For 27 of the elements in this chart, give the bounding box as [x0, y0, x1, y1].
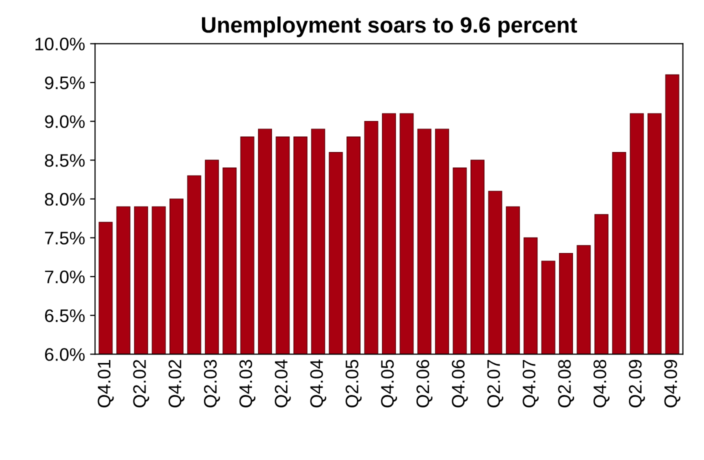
- y-tick-label: 7.0%: [45, 270, 85, 284]
- y-tick-label: 8.5%: [44, 154, 85, 167]
- x-tick-label: Q4.01: [98, 360, 114, 408]
- y-tick-label: 9.5%: [45, 76, 85, 90]
- chart-title: Unemployment soars to 9.6 percent: [202, 16, 578, 38]
- x-tick-label: Q4.02: [168, 360, 185, 408]
- x-tick-label: Q2.04: [274, 360, 291, 408]
- x-tick-label: Q2.03: [204, 360, 220, 408]
- y-tick-label: 8.0%: [44, 192, 85, 206]
- x-tick-label: Q2.08: [558, 360, 574, 408]
- x-tick-label: Q4.09: [664, 360, 680, 408]
- x-tick-label: Q2.09: [628, 360, 645, 408]
- x-tick-label: Q4.06: [452, 360, 468, 408]
- x-tick-label: Q2.05: [346, 360, 362, 408]
- x-tick-label: Q4.04: [310, 360, 326, 408]
- y-tick-label: 10.0%: [36, 38, 85, 50]
- y-tick-label: 9.0%: [45, 115, 85, 128]
- x-tick-label: Q2.07: [487, 360, 504, 408]
- x-tick-label: Q2.06: [416, 360, 432, 408]
- y-tick-label: 7.5%: [45, 232, 85, 244]
- x-tick-label: Q4.05: [381, 360, 398, 408]
- x-tick-label: Q2.02: [133, 360, 150, 408]
- x-tick-label: Q4.07: [522, 360, 539, 408]
- y-tick-label: 6.0%: [45, 348, 85, 361]
- y-tick-label: 6.5%: [45, 309, 85, 322]
- x-tick-label: Q4.08: [593, 360, 610, 408]
- x-tick-label: Q4.03: [239, 360, 256, 408]
